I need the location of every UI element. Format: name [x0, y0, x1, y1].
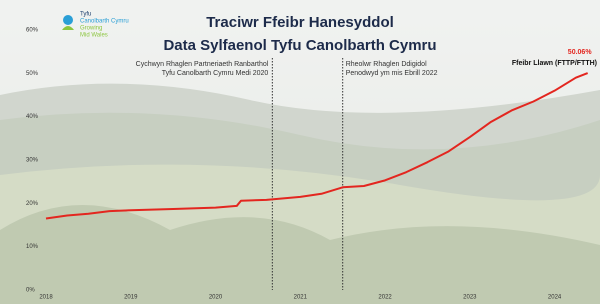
x-tick-label: 2023: [463, 295, 477, 301]
x-tick-label: 2022: [378, 295, 392, 301]
chart: Tyfu Canolbarth Cymru Growing Mid Wales …: [0, 0, 600, 304]
y-tick-label: 40%: [26, 114, 39, 120]
x-tick-label: 2024: [548, 295, 562, 301]
x-tick-label: 2018: [39, 295, 53, 301]
logo-text: Growing: [80, 26, 102, 32]
annotation-text: Cychwyn Rhaglen Partneriaeth Ranbarthol: [136, 61, 269, 68]
y-tick-label: 0%: [26, 288, 35, 294]
logo-text: Canolbarth Cymru: [80, 19, 129, 25]
annotation-text: Rheolwr Rhaglen Ddigidol: [346, 61, 427, 68]
annotation-text: Penodwyd ym mis Ebrill 2022: [346, 70, 438, 77]
y-tick-label: 20%: [26, 201, 39, 207]
logo-text: Tyfu: [80, 12, 91, 18]
y-tick-label: 50%: [26, 71, 39, 77]
y-tick-label: 10%: [26, 244, 39, 250]
chart-title: Data Sylfaenol Tyfu Canolbarth Cymru: [163, 37, 436, 54]
logo-text: Mid Wales: [80, 33, 108, 39]
x-tick-label: 2021: [294, 295, 308, 301]
x-tick-label: 2020: [209, 295, 223, 301]
x-tick-label: 2019: [124, 295, 138, 301]
y-tick-label: 30%: [26, 158, 39, 164]
annotation-text: Tyfu Canolbarth Cymru Medi 2020: [162, 70, 269, 77]
chart-title: Traciwr Ffeibr Hanesyddol: [206, 14, 394, 31]
y-tick-label: 60%: [26, 28, 39, 34]
legend-label: Ffeibr Llawn (FTTP/FTTH): [512, 60, 597, 67]
value-label: 50.06%: [568, 49, 593, 56]
